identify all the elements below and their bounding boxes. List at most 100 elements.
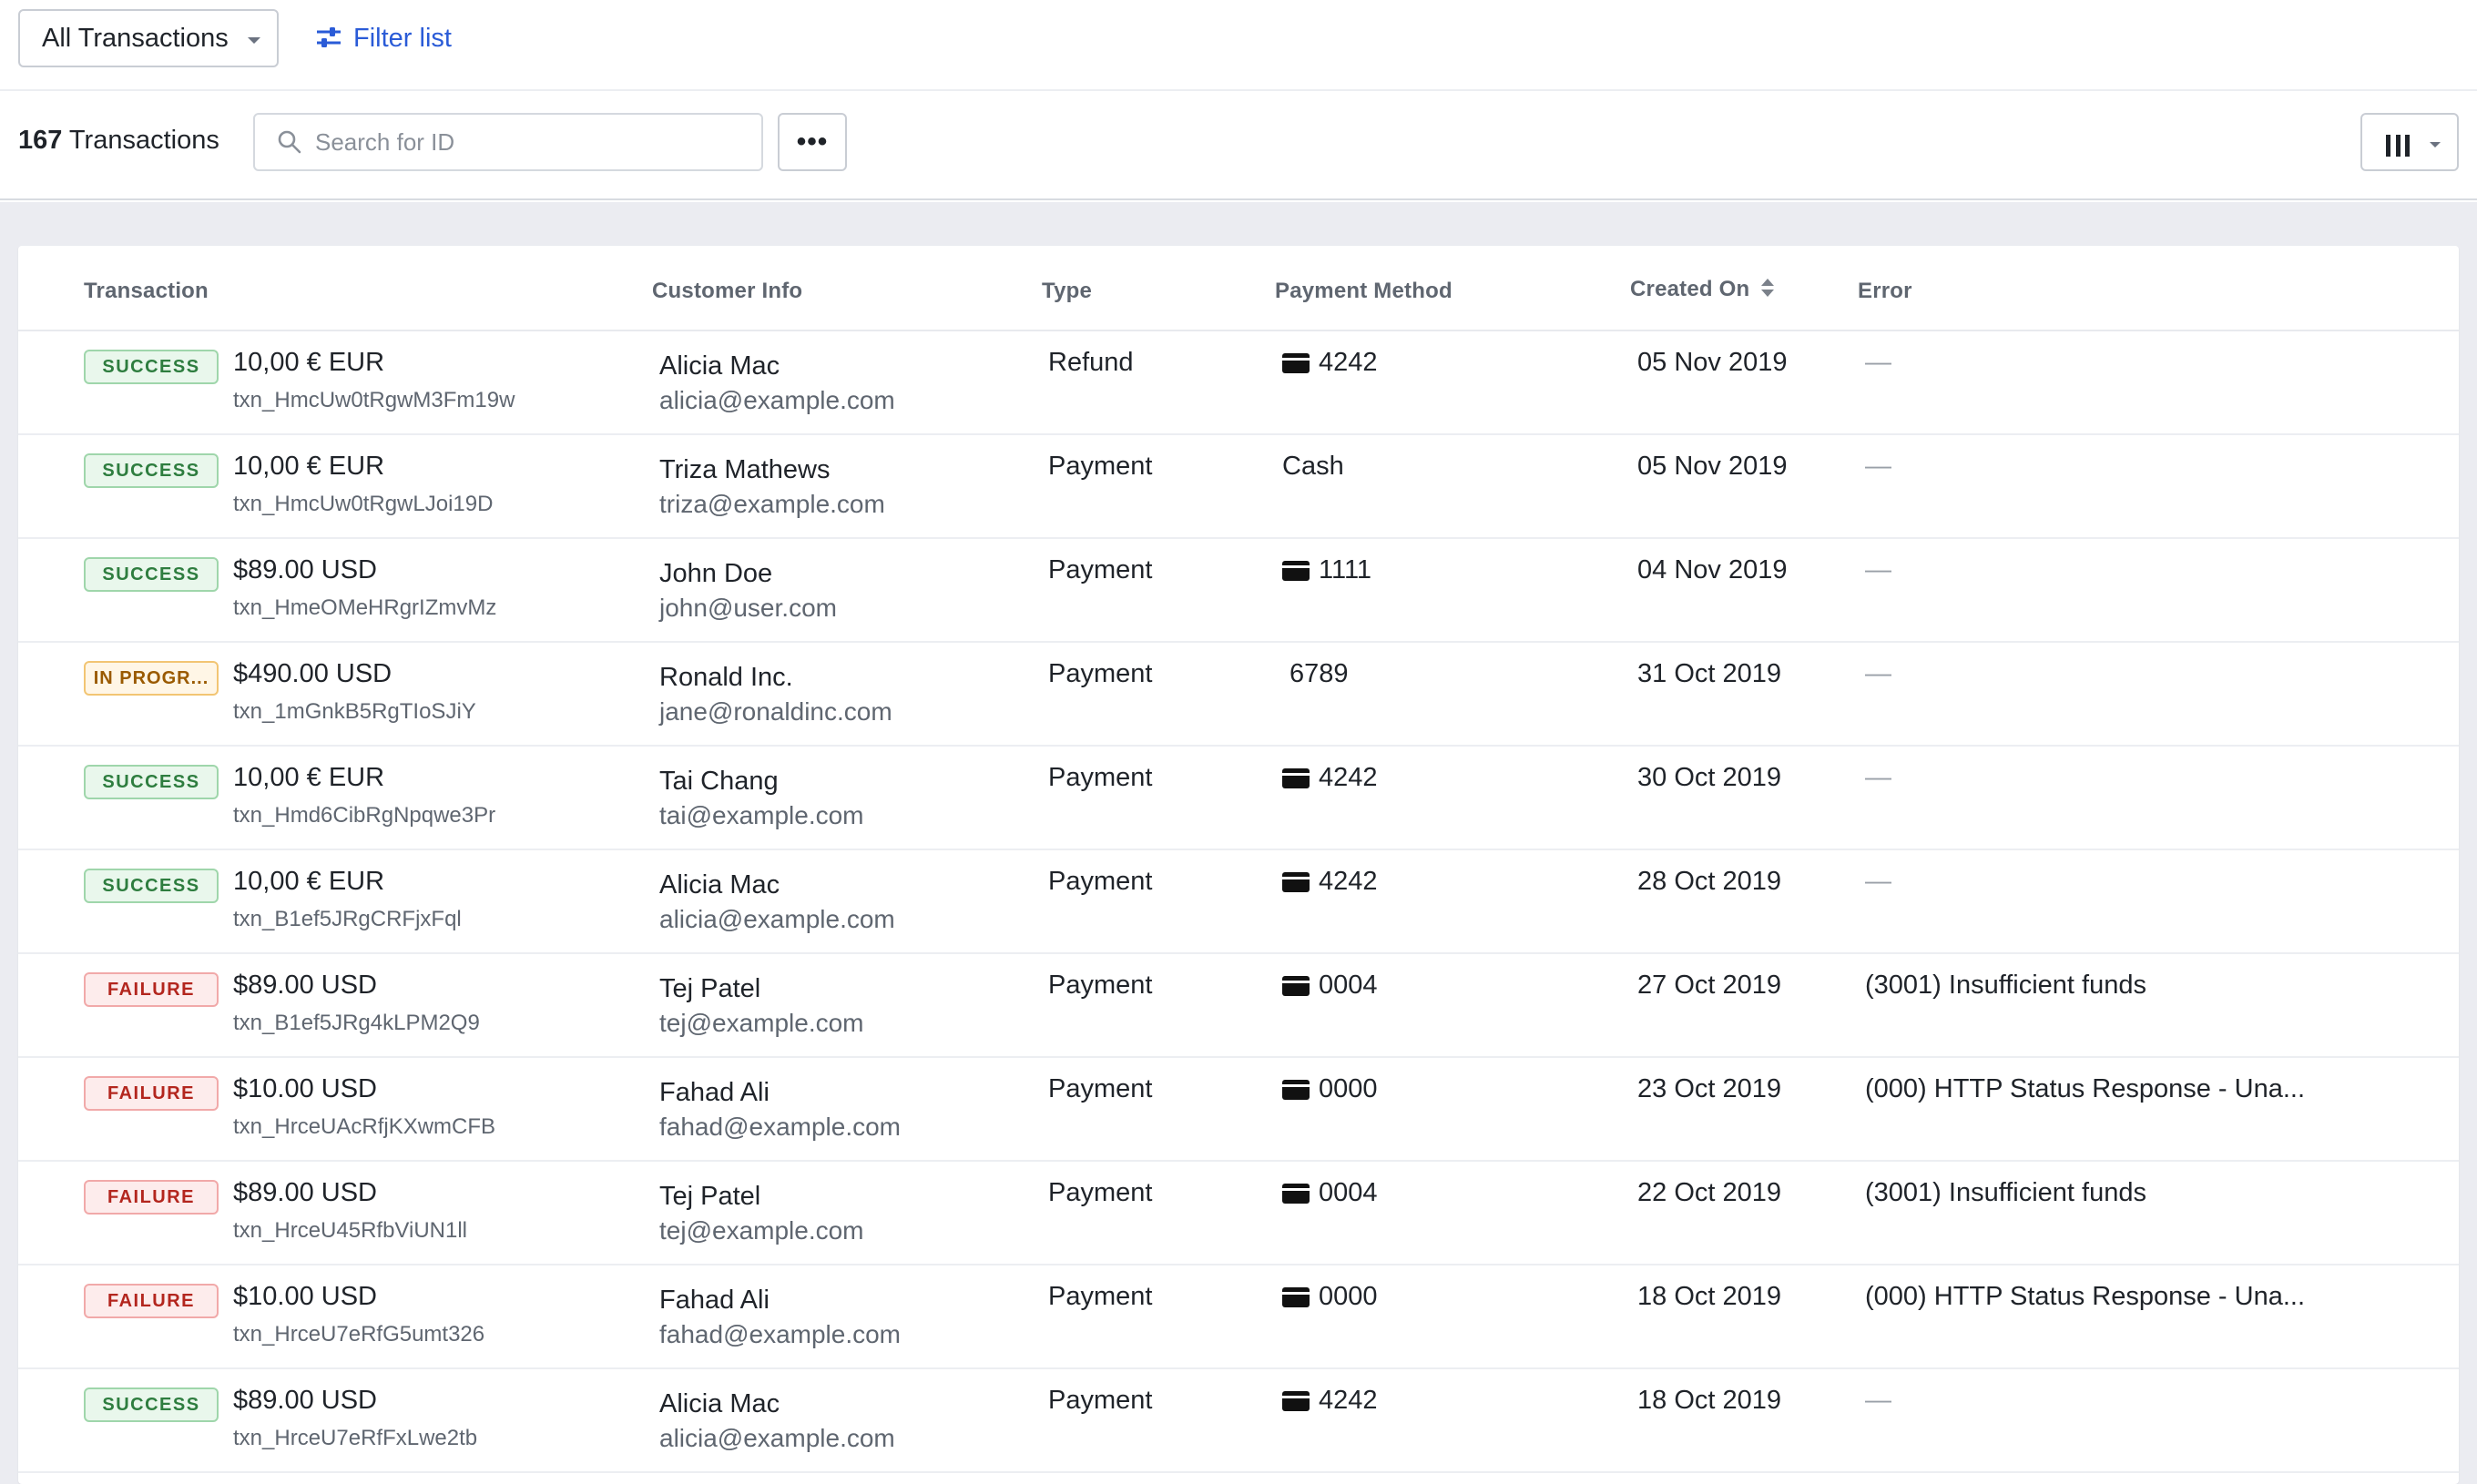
customer-name: Alicia Mac — [659, 870, 780, 900]
table-row[interactable]: FAILURE $89.00 USD txn_HrceU45RfbViUN1ll Te… — [18, 1162, 2459, 1265]
table-row[interactable]: SUCCESS $89.00 USD txn_HmeOMeHRgrIZmvMz Joh… — [18, 539, 2459, 643]
customer-name: Tej Patel — [659, 1182, 761, 1211]
payment-method: 4242 — [1282, 348, 1378, 378]
transaction-amount: $89.00 USD — [233, 971, 377, 1000]
created-on-date: 04 Nov 2019 — [1637, 555, 1788, 584]
filter-list-label: Filter list — [353, 23, 452, 53]
filter-sliders-icon — [317, 27, 341, 47]
column-header-transaction: Transaction — [84, 279, 209, 303]
payment-method-value: 0000 — [1319, 1074, 1378, 1103]
table-row[interactable]: SUCCESS 10,00 € EUR txn_HmcUw0tRgwM3Fm19w A… — [18, 331, 2459, 435]
transaction-amount: $490.00 USD — [233, 659, 392, 688]
transaction-type: Payment — [1048, 1074, 1153, 1103]
more-actions-button[interactable]: ••• — [778, 113, 847, 171]
transaction-id: txn_B1ef5JRgCRFjxFql — [233, 907, 462, 931]
sort-icon[interactable] — [1760, 277, 1775, 300]
card-icon — [1282, 1079, 1310, 1100]
payment-method: 0004 — [1282, 1178, 1378, 1208]
transaction-id: txn_HmcUw0tRgwM3Fm19w — [233, 388, 515, 412]
transaction-id: txn_Hmd6CibRgNpqwe3Pr — [233, 803, 496, 828]
customer-email: john@user.com — [659, 594, 837, 622]
table-row[interactable]: FAILURE $10.00 USD txn_HrceU7eRfG5umt326 Fa… — [18, 1265, 2459, 1369]
transaction-type: Refund — [1048, 348, 1134, 377]
error-message: — — [1865, 348, 1891, 377]
payment-method-value: 0004 — [1319, 1178, 1378, 1207]
created-on-date: 05 Nov 2019 — [1637, 348, 1788, 377]
table-row[interactable]: SUCCESS 10,00 € EUR txn_B1ef5JRgCRFjxFql Al… — [18, 850, 2459, 954]
customer-name: John Doe — [659, 559, 773, 588]
chevron-down-icon — [2430, 142, 2441, 147]
created-on-date: 05 Nov 2019 — [1637, 452, 1788, 481]
payment-method-value: 0004 — [1319, 971, 1378, 1000]
status-badge: SUCCESS — [84, 557, 219, 592]
created-on-date: 31 Oct 2019 — [1637, 659, 1781, 688]
error-message: (3001) Insufficient funds — [1865, 1178, 2146, 1207]
table-row[interactable]: SUCCESS 10,00 € EUR txn_Hmd6CibRgNpqwe3Pr T… — [18, 747, 2459, 850]
transaction-type: Payment — [1048, 659, 1153, 688]
error-message: (000) HTTP Status Response - Una... — [1865, 1074, 2306, 1103]
customer-email: alicia@example.com — [659, 386, 895, 414]
payment-method-value: 0000 — [1319, 1282, 1378, 1311]
payment-method-value: 4242 — [1319, 1386, 1378, 1415]
card-icon — [1282, 1390, 1310, 1411]
transaction-amount: $89.00 USD — [233, 555, 377, 584]
view-select-dropdown[interactable]: All Transactions — [18, 9, 279, 67]
payment-method-value: Cash — [1282, 452, 1344, 481]
status-badge: FAILURE — [84, 1076, 219, 1111]
table-row[interactable]: SUCCESS $89.00 USD txn_HrceU7eRfFxLwe2tb Al… — [18, 1369, 2459, 1473]
payment-method-value: 4242 — [1319, 867, 1378, 896]
created-on-date: 30 Oct 2019 — [1637, 763, 1781, 792]
table-row[interactable]: FAILURE $89.00 USD txn_B1ef5JRg4kLPM2Q9 Tej… — [18, 954, 2459, 1058]
status-badge: SUCCESS — [84, 765, 219, 799]
filter-list-button[interactable]: Filter list — [315, 20, 452, 56]
card-icon — [1282, 1286, 1310, 1307]
error-message: — — [1865, 867, 1891, 896]
error-message: — — [1865, 1386, 1891, 1415]
table-row[interactable]: FAILURE $10.00 USD txn_HrceUAcRfjKXwmCFB Fa… — [18, 1058, 2459, 1162]
customer-email: alicia@example.com — [659, 1424, 895, 1452]
customer-name: Triza Mathews — [659, 455, 831, 484]
error-message: — — [1865, 555, 1891, 584]
transaction-type: Payment — [1048, 971, 1153, 1000]
card-icon — [1282, 560, 1310, 581]
columns-toggle-button[interactable] — [2360, 113, 2459, 171]
transaction-id: txn_HmcUw0tRgwLJoi19D — [233, 492, 494, 516]
payment-method: 4242 — [1282, 1386, 1378, 1416]
card-icon — [1282, 767, 1310, 788]
search-input[interactable] — [315, 127, 752, 157]
customer-name: Alicia Mac — [659, 351, 780, 381]
transaction-type: Payment — [1048, 555, 1153, 584]
transaction-id: txn_HrceU45RfbViUN1ll — [233, 1218, 467, 1243]
column-header-created-on[interactable]: Created On — [1630, 277, 1775, 302]
payment-method-value: 1111 — [1319, 555, 1372, 584]
transaction-type: Payment — [1048, 1386, 1153, 1415]
columns-icon — [2386, 135, 2410, 157]
chevron-down-icon — [248, 37, 260, 44]
transaction-id: txn_HrceU7eRfFxLwe2tb — [233, 1426, 478, 1450]
customer-email: alicia@example.com — [659, 905, 895, 933]
transaction-amount: 10,00 € EUR — [233, 763, 385, 792]
transaction-count-suffix: Transactions — [62, 126, 219, 155]
transaction-id: txn_HrceUAcRfjKXwmCFB — [233, 1114, 496, 1139]
customer-email: fahad@example.com — [659, 1113, 902, 1141]
customer-name: Alicia Mac — [659, 1389, 780, 1418]
transaction-type: Payment — [1048, 1282, 1153, 1311]
transaction-id: txn_1mGnkB5RgTIoSJiY — [233, 699, 476, 724]
payment-method: 6789 — [1282, 659, 1349, 689]
payment-method: Cash — [1282, 452, 1344, 482]
transaction-amount: 10,00 € EUR — [233, 452, 385, 481]
created-on-date: 27 Oct 2019 — [1637, 971, 1781, 1000]
payment-method: 0000 — [1282, 1282, 1378, 1312]
transaction-amount: 10,00 € EUR — [233, 348, 385, 377]
created-on-date: 18 Oct 2019 — [1637, 1386, 1781, 1415]
card-icon — [1282, 352, 1310, 373]
table-row[interactable]: IN PROGR... $490.00 USD txn_1mGnkB5RgTIoSJ… — [18, 643, 2459, 747]
table-row[interactable]: SUCCESS 10,00 € EUR txn_HmcUw0tRgwLJoi19D T… — [18, 435, 2459, 539]
transaction-type: Payment — [1048, 867, 1153, 896]
error-message: — — [1865, 452, 1891, 481]
transaction-amount: $89.00 USD — [233, 1178, 377, 1207]
error-message: (3001) Insufficient funds — [1865, 971, 2146, 1000]
transaction-id: txn_HmeOMeHRgrIZmvMz — [233, 595, 497, 620]
status-badge: IN PROGR... — [84, 661, 219, 696]
customer-email: tej@example.com — [659, 1216, 864, 1245]
